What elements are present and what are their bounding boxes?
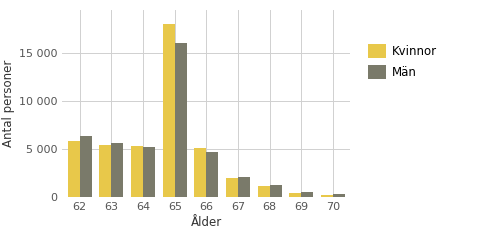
Bar [258, 186, 270, 197]
Bar [194, 148, 206, 197]
Bar [163, 24, 175, 197]
Bar [226, 178, 238, 197]
Bar [321, 195, 333, 197]
Bar [143, 147, 155, 197]
Bar [206, 152, 218, 197]
Bar [99, 145, 111, 197]
Bar [301, 192, 313, 197]
Bar [270, 185, 282, 197]
Bar [238, 177, 250, 197]
Bar [175, 43, 187, 197]
Legend: Kvinnor, Män: Kvinnor, Män [368, 44, 436, 79]
Bar [289, 193, 301, 197]
Y-axis label: Antal personer: Antal personer [2, 60, 15, 147]
Bar [111, 143, 123, 197]
Bar [333, 194, 345, 197]
X-axis label: Ålder: Ålder [191, 216, 222, 229]
Bar [131, 146, 143, 197]
Bar [80, 136, 92, 197]
Bar [68, 141, 80, 197]
